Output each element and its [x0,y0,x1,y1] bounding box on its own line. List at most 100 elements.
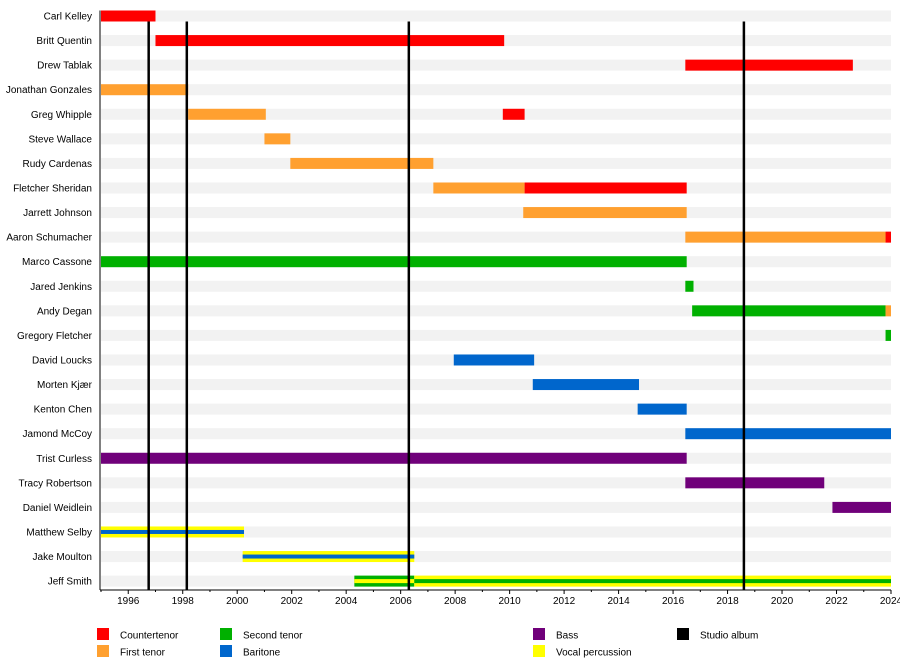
member-label: Matthew Selby [26,527,92,538]
row-background [101,133,891,145]
row-background [101,551,891,563]
member-bar [290,157,434,169]
x-tick-label: 2016 [662,596,685,607]
member-bar [188,108,266,120]
member-bar [453,354,535,366]
legend-label: Baritone [243,648,281,659]
member-label: Daniel Weidlein [23,503,92,514]
legend-swatch [97,628,109,640]
row-background [101,84,891,96]
member-label: Steve Wallace [28,134,92,145]
member-bar [885,231,891,243]
row-background [101,526,891,538]
member-bar [685,280,694,292]
x-tick-label: 2004 [335,596,358,607]
member-bar [832,501,891,513]
legend-label: Bass [556,631,578,642]
member-bar [685,231,886,243]
legend-swatch [677,628,689,640]
member-bar [433,182,525,194]
legend-label: Second tenor [243,631,303,642]
legend-swatch [533,645,545,657]
x-tick-label: 2000 [226,596,249,607]
member-label: Greg Whipple [31,110,93,121]
row-background [101,329,891,341]
member-bar [101,256,687,268]
member-label: Jeff Smith [48,577,92,588]
legend-label: Vocal percussion [556,648,632,659]
member-bar-secondary [101,529,245,534]
legend-label: Countertenor [120,631,179,642]
row-background [101,428,891,440]
x-tick-label: 2010 [498,596,521,607]
row-background [101,379,891,391]
member-bar [155,35,505,47]
legend-label: Studio album [700,631,758,642]
row-background [101,59,891,71]
member-label: Trist Curless [36,454,92,465]
x-tick-label: 2022 [825,596,848,607]
row-background [101,403,891,415]
x-tick-label: 2012 [553,596,576,607]
member-bar [637,403,687,415]
member-label: Britt Quentin [36,36,92,47]
row-background [101,231,891,243]
x-tick-label: 2024 [880,596,900,607]
x-tick-label: 1998 [172,596,195,607]
member-label: Gregory Fletcher [17,331,93,342]
member-bar [885,305,891,317]
member-label: Fletcher Sheridan [13,183,92,194]
row-background [101,157,891,169]
member-bar [685,428,891,440]
x-tick-label: 2020 [771,596,794,607]
member-label: Marco Cassone [22,257,92,268]
member-label: Carl Kelley [44,12,92,23]
x-tick-label: 2002 [281,596,304,607]
member-bar [101,84,189,96]
member-label: Jared Jenkins [30,282,92,293]
row-background [101,305,891,317]
member-label: Rudy Cardenas [23,159,92,170]
member-label: Drew Tablak [37,61,93,72]
member-bar [264,133,291,145]
member-label: Morten Kjær [37,380,93,391]
member-bar [885,329,891,341]
member-bar [685,59,853,71]
member-bar [523,207,687,219]
member-label: Jonathan Gonzales [6,85,92,96]
member-label: Jake Moulton [33,552,92,563]
x-tick-label: 2018 [716,596,739,607]
member-label: David Loucks [32,355,92,366]
x-tick-label: 2014 [607,596,630,607]
legend-swatch [220,645,232,657]
member-bar-secondary [242,554,415,559]
member-bar-secondary [354,579,415,584]
member-label: Aaron Schumacher [6,233,92,244]
legend-label: First tenor [120,648,166,659]
row-background [101,280,891,292]
member-label: Jarrett Johnson [23,208,92,219]
legend-swatch [97,645,109,657]
member-bar [692,305,886,317]
member-label: Tracy Robertson [18,478,92,489]
member-bar [101,452,687,464]
member-bar [524,182,687,194]
row-background [101,477,891,489]
member-bar [502,108,525,120]
x-tick-label: 1996 [117,596,140,607]
member-bar [685,477,825,489]
row-background [101,501,891,513]
row-background [101,207,891,219]
member-bar [101,10,156,22]
member-label: Kenton Chen [34,405,92,416]
member-bar-secondary [414,579,891,584]
member-label: Andy Degan [37,306,92,317]
x-tick-label: 2006 [390,596,413,607]
row-background [101,108,891,120]
member-label: Jamond McCoy [23,429,92,440]
legend-swatch [220,628,232,640]
row-background [101,10,891,22]
member-bar [532,379,640,391]
legend-swatch [533,628,545,640]
